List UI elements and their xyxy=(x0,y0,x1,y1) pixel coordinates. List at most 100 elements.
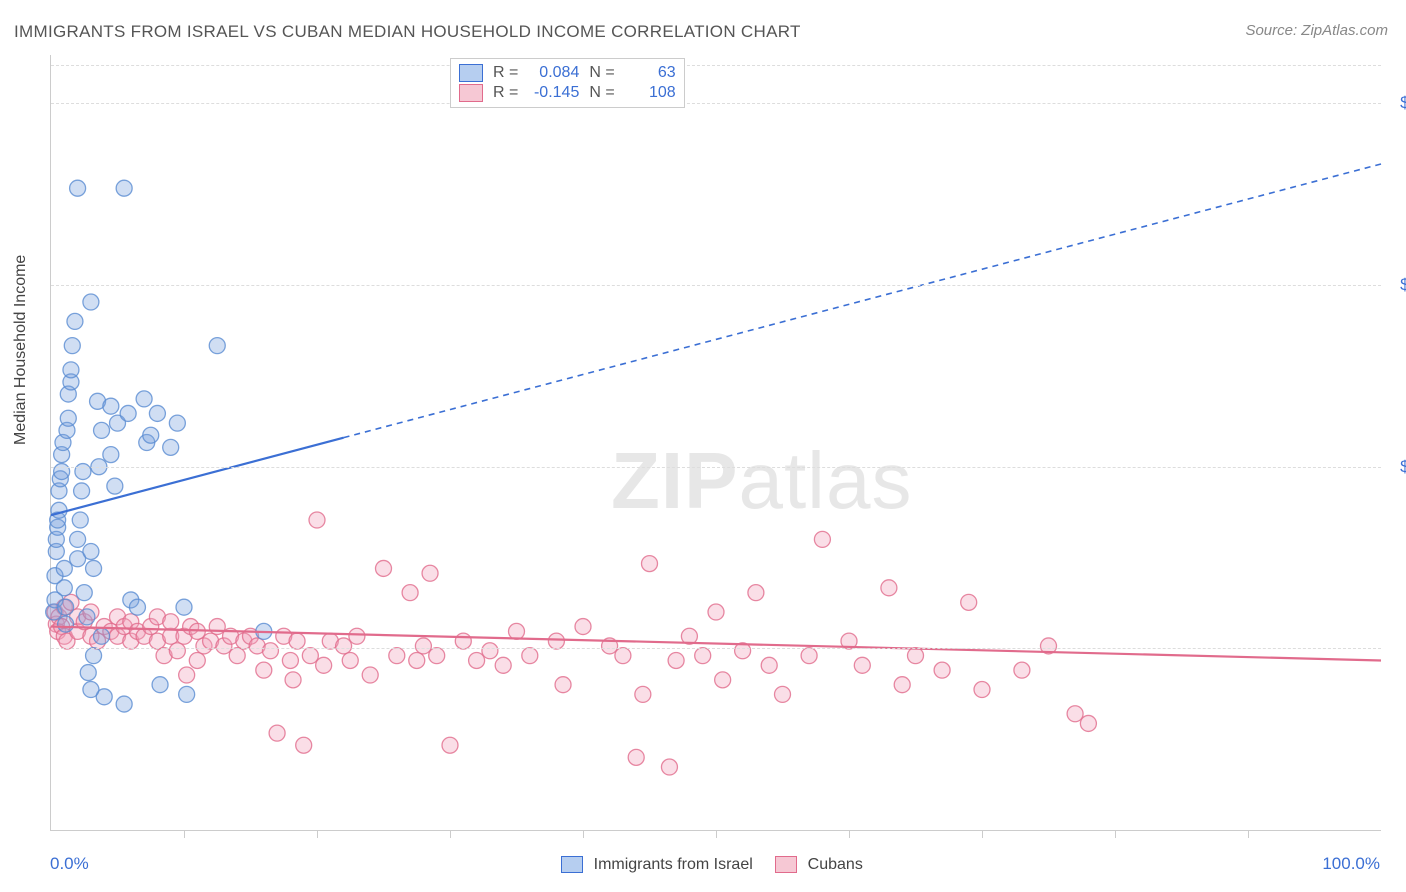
swatch-cuban xyxy=(459,84,483,102)
scatter-point-cuban xyxy=(402,585,418,601)
scatter-point-israel xyxy=(94,628,110,644)
scatter-point-cuban xyxy=(362,667,378,683)
x-tick xyxy=(184,830,185,838)
grid-line xyxy=(51,65,1381,66)
scatter-point-cuban xyxy=(229,648,245,664)
scatter-point-israel xyxy=(86,560,102,576)
x-tick xyxy=(1248,830,1249,838)
scatter-point-israel xyxy=(94,422,110,438)
scatter-point-israel xyxy=(107,478,123,494)
scatter-point-israel xyxy=(70,531,86,547)
scatter-point-cuban xyxy=(814,531,830,547)
scatter-point-israel xyxy=(56,580,72,596)
scatter-point-cuban xyxy=(575,619,591,635)
scatter-point-israel xyxy=(116,696,132,712)
scatter-point-cuban xyxy=(961,594,977,610)
x-tick xyxy=(1115,830,1116,838)
scatter-point-israel xyxy=(51,502,67,518)
scatter-point-israel xyxy=(143,427,159,443)
scatter-point-cuban xyxy=(349,628,365,644)
x-tick xyxy=(450,830,451,838)
scatter-point-cuban xyxy=(169,643,185,659)
stats-row-israel: R = 0.084 N = 63 xyxy=(459,63,676,83)
scatter-point-cuban xyxy=(934,662,950,678)
scatter-point-israel xyxy=(179,686,195,702)
scatter-point-cuban xyxy=(635,686,651,702)
scatter-point-israel xyxy=(120,405,136,421)
trend-line-israel-dashed xyxy=(344,164,1381,438)
n-value: 63 xyxy=(621,64,676,82)
scatter-point-israel xyxy=(116,180,132,196)
swatch-israel xyxy=(459,64,483,82)
y-tick-label: $225,000 xyxy=(1391,275,1406,295)
legend-swatch-israel xyxy=(561,856,583,873)
r-label: R = xyxy=(493,64,518,82)
chart-title: IMMIGRANTS FROM ISRAEL VS CUBAN MEDIAN H… xyxy=(14,22,801,42)
scatter-point-cuban xyxy=(309,512,325,528)
scatter-point-cuban xyxy=(881,580,897,596)
scatter-point-cuban xyxy=(336,638,352,654)
scatter-point-cuban xyxy=(342,652,358,668)
scatter-point-israel xyxy=(163,439,179,455)
scatter-point-cuban xyxy=(894,677,910,693)
scatter-point-cuban xyxy=(409,652,425,668)
scatter-point-cuban xyxy=(269,725,285,741)
scatter-svg xyxy=(51,55,1381,830)
grid-line xyxy=(51,648,1381,649)
scatter-point-israel xyxy=(86,648,102,664)
scatter-point-cuban xyxy=(615,648,631,664)
scatter-point-cuban xyxy=(522,648,538,664)
scatter-point-israel xyxy=(103,447,119,463)
scatter-point-cuban xyxy=(376,560,392,576)
n-value: 108 xyxy=(621,84,676,102)
scatter-point-cuban xyxy=(285,672,301,688)
scatter-point-cuban xyxy=(415,638,431,654)
scatter-point-cuban xyxy=(854,657,870,673)
scatter-point-cuban xyxy=(455,633,471,649)
x-tick xyxy=(583,830,584,838)
scatter-point-cuban xyxy=(389,648,405,664)
trend-line-israel-solid xyxy=(51,438,344,516)
legend-label-cuban: Cubans xyxy=(808,856,863,873)
n-label: N = xyxy=(589,64,614,82)
scatter-point-israel xyxy=(70,180,86,196)
scatter-point-cuban xyxy=(422,565,438,581)
scatter-point-cuban xyxy=(555,677,571,693)
scatter-point-cuban xyxy=(1014,662,1030,678)
scatter-point-cuban xyxy=(302,648,318,664)
scatter-point-cuban xyxy=(296,737,312,753)
scatter-point-cuban xyxy=(708,604,724,620)
scatter-point-israel xyxy=(149,405,165,421)
scatter-point-israel xyxy=(67,313,83,329)
scatter-point-cuban xyxy=(262,643,278,659)
x-tick xyxy=(716,830,717,838)
scatter-point-cuban xyxy=(668,652,684,668)
scatter-point-cuban xyxy=(316,657,332,673)
scatter-point-israel xyxy=(72,512,88,528)
x-tick xyxy=(317,830,318,838)
scatter-point-israel xyxy=(129,599,145,615)
scatter-point-cuban xyxy=(209,619,225,635)
scatter-point-cuban xyxy=(801,648,817,664)
scatter-point-israel xyxy=(136,391,152,407)
scatter-point-cuban xyxy=(282,652,298,668)
scatter-point-cuban xyxy=(715,672,731,688)
scatter-point-cuban xyxy=(775,686,791,702)
scatter-point-cuban xyxy=(495,657,511,673)
scatter-point-israel xyxy=(83,682,99,698)
scatter-point-cuban xyxy=(748,585,764,601)
grid-line xyxy=(51,467,1381,468)
scatter-point-israel xyxy=(103,398,119,414)
scatter-point-israel xyxy=(83,543,99,559)
scatter-point-cuban xyxy=(442,737,458,753)
legend-label-israel: Immigrants from Israel xyxy=(594,856,753,873)
x-tick xyxy=(849,830,850,838)
y-axis-title: Median Household Income xyxy=(12,255,30,445)
scatter-point-israel xyxy=(64,338,80,354)
scatter-point-cuban xyxy=(1067,706,1083,722)
scatter-point-cuban xyxy=(974,682,990,698)
scatter-point-israel xyxy=(76,585,92,601)
scatter-point-cuban xyxy=(1080,715,1096,731)
y-tick-label: $75,000 xyxy=(1391,638,1406,658)
scatter-point-cuban xyxy=(548,633,564,649)
